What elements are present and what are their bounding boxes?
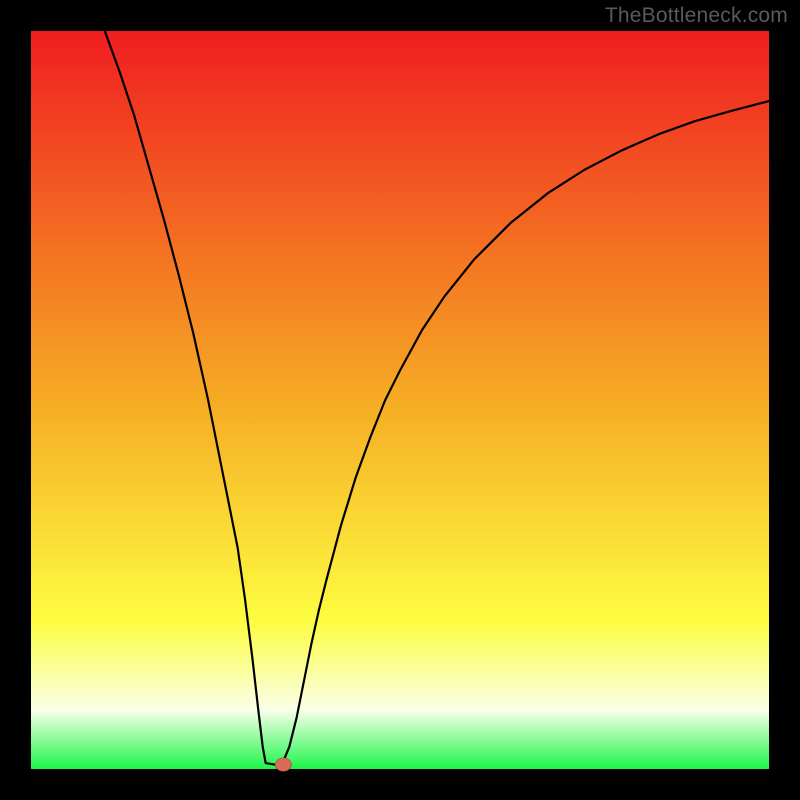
watermark-text: TheBottleneck.com bbox=[605, 4, 788, 28]
bottleneck-chart bbox=[0, 0, 800, 800]
optimal-point-marker bbox=[275, 758, 291, 771]
chart-svg bbox=[0, 0, 800, 800]
